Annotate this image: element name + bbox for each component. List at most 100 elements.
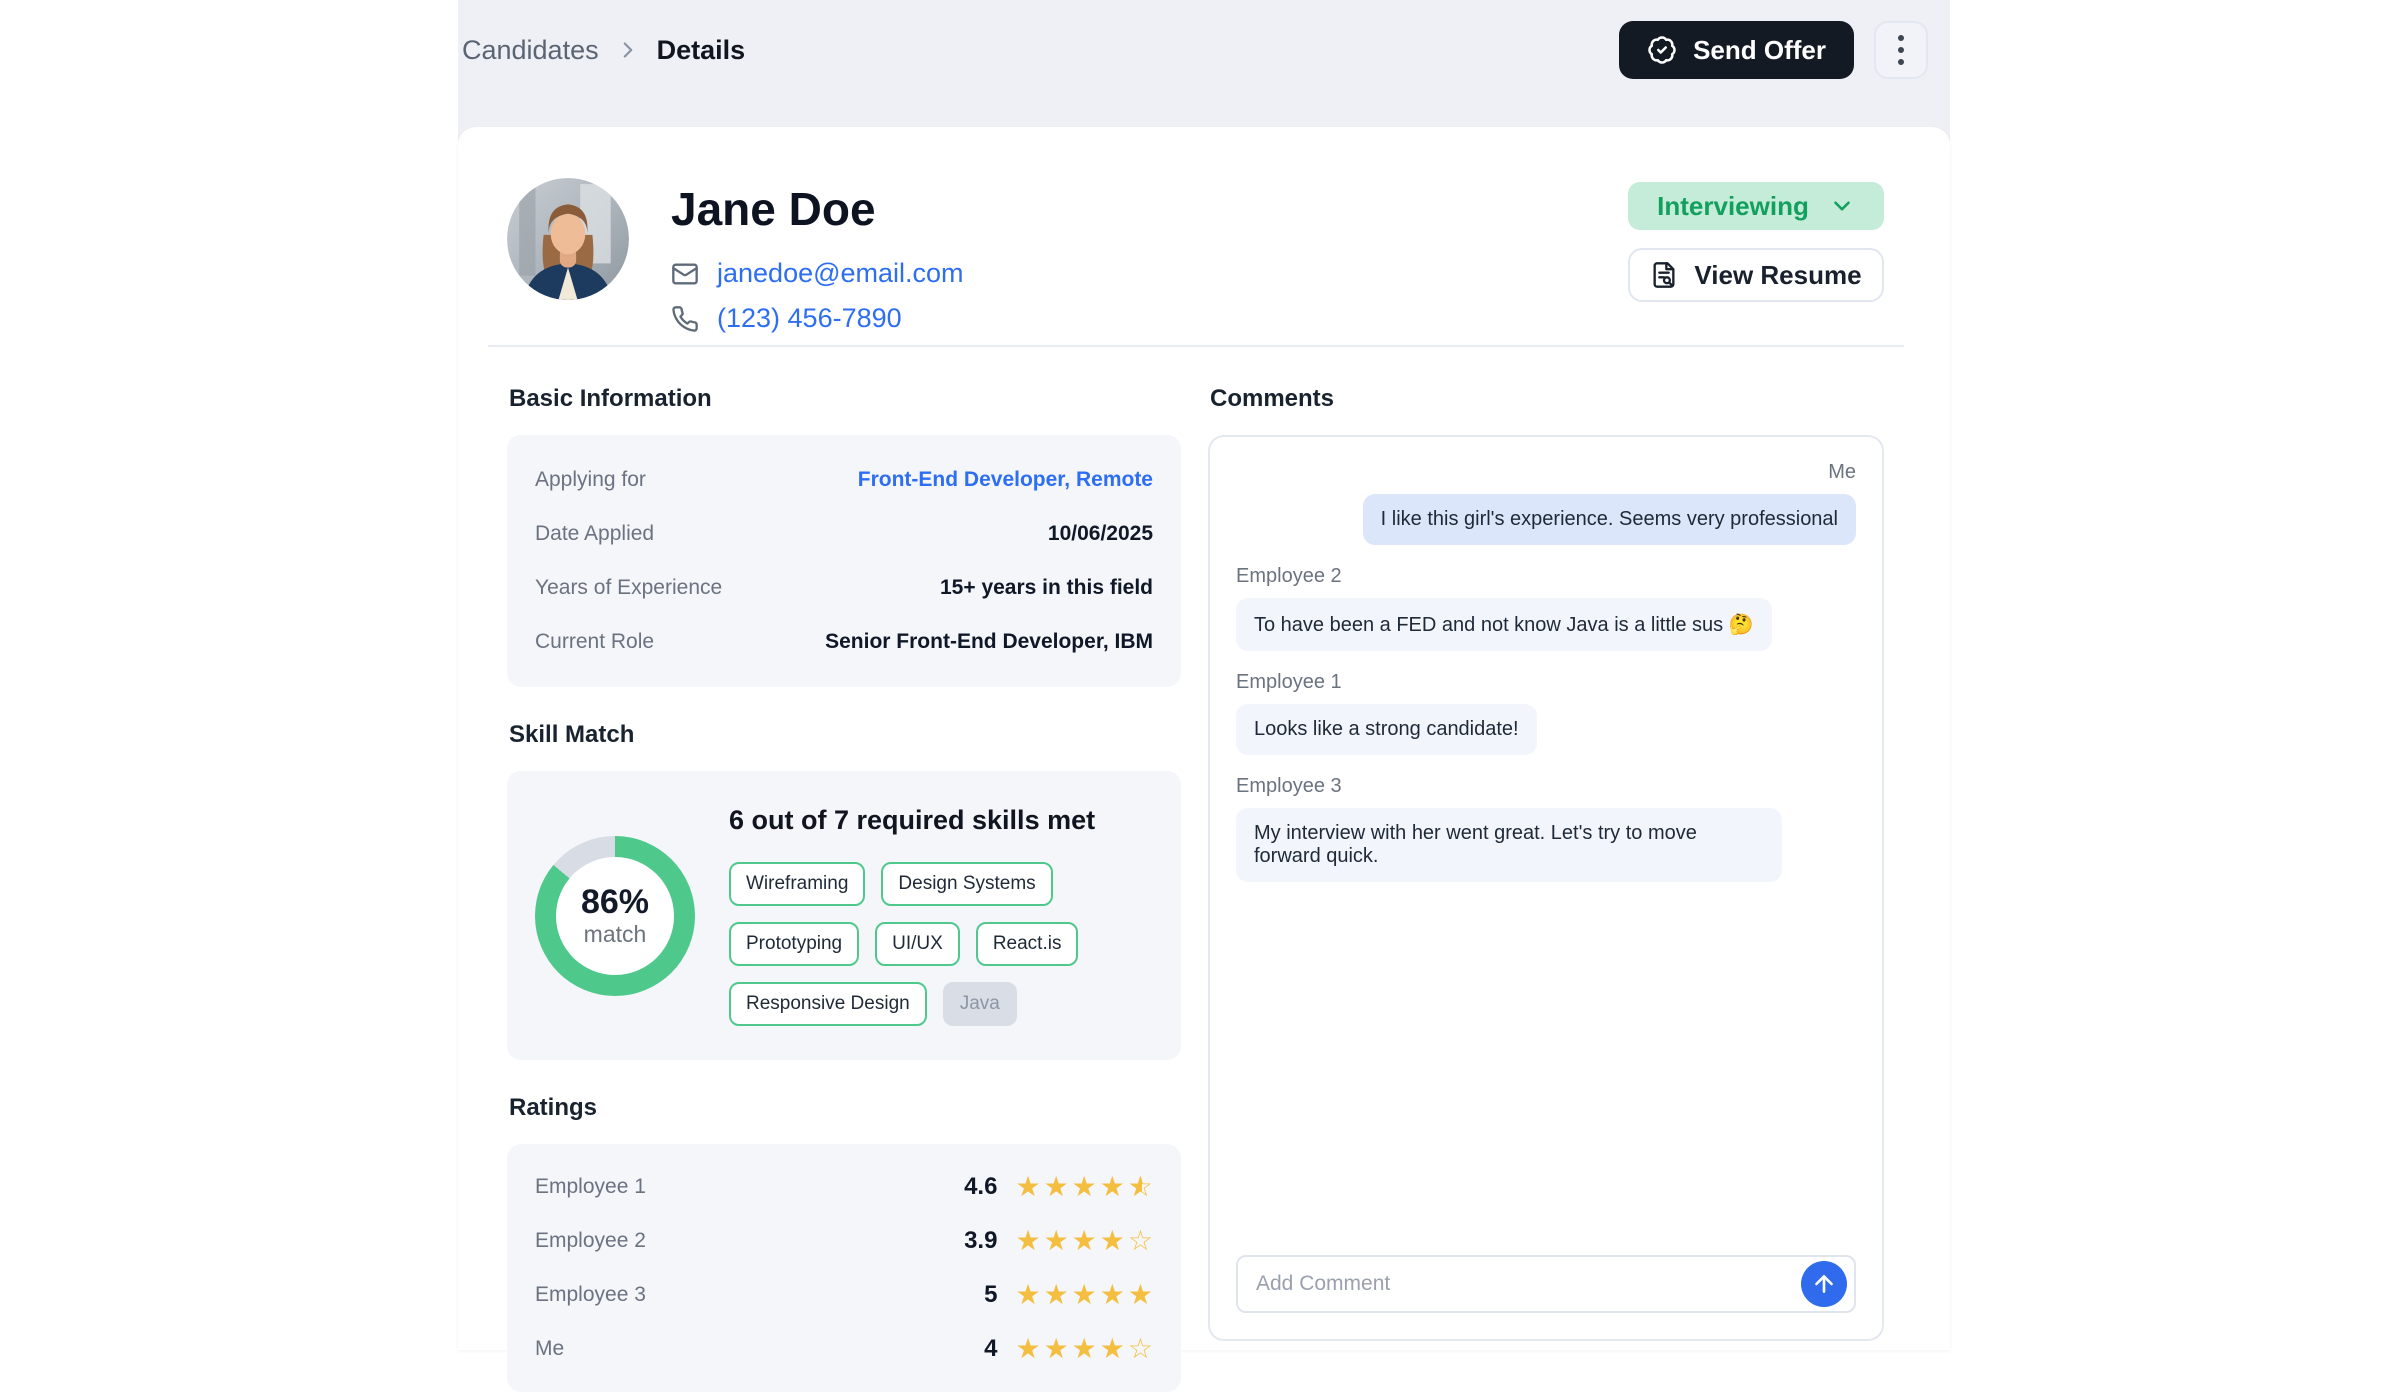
status-label: Interviewing [1657,190,1809,221]
skill-match-card: 86% match 6 out of 7 required skills met… [507,771,1181,1060]
topbar: Candidates Details Send Offer [458,0,1950,100]
full-star-icon[interactable]: ★ [1071,1333,1097,1364]
comments-panel: Me I like this girl's experience. Seems v… [1208,435,1884,1341]
ratings-card: Employee 1 4.6 ★ ★ ★ ★ ☆ ★ Employee 2 3.9 ★ ★ ★ ★ ☆… [507,1144,1181,1392]
status-dropdown[interactable]: Interviewing [1628,182,1884,230]
rating-row-employee-1: Employee 1 4.6 ★ ★ ★ ★ ☆ ★ [535,1171,1153,1202]
full-star-icon[interactable]: ★ [1015,1333,1041,1364]
applying-for-link[interactable]: Front-End Developer, Remote [857,468,1153,491]
half-star-icon: ☆ ★ [1127,1171,1153,1202]
full-star-icon: ★ [1015,1279,1041,1310]
full-star-icon: ★ [1043,1279,1069,1310]
star-rating: ★ ★ ★ ★ ☆ [1015,1227,1153,1255]
phone-icon [671,305,699,333]
full-star-icon: ★ [1043,1225,1069,1256]
breadcrumb-candidates-link[interactable]: Candidates [462,34,599,65]
full-star-icon: ★ [1127,1279,1153,1310]
skill-chip-missing: Java [942,982,1017,1026]
info-row-current-role: Current Role Senior Front-End Developer,… [535,630,1153,653]
kebab-icon [1898,35,1904,41]
skill-match-title: Skill Match [509,721,635,748]
full-star-icon[interactable]: ★ [1099,1333,1125,1364]
comment-author: Employee 1 [1236,671,1342,693]
profile-divider [488,345,1904,347]
topbar-actions: Send Offer [1619,21,1928,79]
add-comment-input[interactable] [1256,1272,1801,1296]
rating-value: 5 [984,1281,998,1308]
comments-messages: Me I like this girl's experience. Seems v… [1236,461,1856,882]
phone-row: (123) 456-7890 [671,303,964,334]
badge-check-icon [1647,35,1677,65]
breadcrumb-current-page: Details [656,34,746,65]
mail-icon [671,260,699,288]
skill-chip: UI/UX [875,922,960,966]
comment-bubble: Looks like a strong candidate! [1236,704,1537,755]
star-rating[interactable]: ★ ★ ★ ★ ☆ [1015,1335,1153,1363]
profile-info: Jane Doe janedoe@email.com (123) 456-789… [671,178,964,348]
view-resume-label: View Resume [1694,259,1862,290]
candidate-name: Jane Doe [671,183,876,235]
candidate-email-link[interactable]: janedoe@email.com [717,258,964,288]
comment-bubble: To have been a FED and not know Java is … [1236,598,1772,651]
comment-author: Me [1828,461,1856,483]
full-star-icon: ★ [1099,1279,1125,1310]
candidate-card: Jane Doe janedoe@email.com (123) 456-789… [458,127,1950,1392]
rating-row-employee-2: Employee 2 3.9 ★ ★ ★ ★ ☆ [535,1225,1153,1256]
more-options-button[interactable] [1874,21,1928,79]
comment-bubble: My interview with her went great. Let's … [1236,808,1782,882]
full-star-icon: ★ [1071,1279,1097,1310]
empty-star-icon: ☆ [1127,1225,1153,1256]
profile-header: Jane Doe janedoe@email.com (123) 456-789… [507,178,964,348]
arrow-up-icon [1811,1271,1837,1297]
view-resume-button[interactable]: View Resume [1628,248,1884,302]
full-star-icon[interactable]: ★ [1043,1333,1069,1364]
info-row-applying-for: Applying for Front-End Developer, Remote [535,468,1153,491]
comment-message: Me I like this girl's experience. Seems v… [1236,461,1856,545]
skill-chip: Prototyping [729,922,860,966]
candidate-avatar [507,178,629,300]
send-offer-label: Send Offer [1693,34,1826,65]
basic-info-card: Applying for Front-End Developer, Remote… [507,435,1181,687]
basic-info-title: Basic Information [509,385,712,412]
skill-chip: Responsive Design [729,982,927,1026]
right-column: Comments Me I like this girl's experience… [1208,385,1884,1341]
skills-met-headline: 6 out of 7 required skills met [729,805,1096,835]
chevron-down-icon [1829,193,1855,219]
star-rating: ★ ★ ★ ★ ☆ ★ [1015,1173,1153,1201]
match-percent: 86% [580,883,650,921]
comment-bubble: I like this girl's experience. Seems ver… [1362,494,1856,545]
file-search-icon [1650,261,1678,289]
send-comment-button[interactable] [1801,1261,1847,1307]
skill-chip: React.is [975,922,1079,966]
candidate-phone-link[interactable]: (123) 456-7890 [717,303,902,333]
match-label: match [583,921,647,947]
email-row: janedoe@email.com [671,258,964,289]
breadcrumb: Candidates Details [462,35,745,66]
full-star-icon: ★ [1071,1171,1097,1202]
rating-value: 4 [984,1335,998,1362]
rating-value: 4.6 [964,1173,998,1200]
comment-message: Employee 2 To have been a FED and not kno… [1236,565,1856,651]
info-row-experience: Years of Experience 15+ years in this fi… [535,576,1153,599]
full-star-icon: ★ [1071,1225,1097,1256]
chevron-right-icon [615,37,641,63]
comment-author: Employee 3 [1236,775,1342,797]
skill-donut: 86% match [535,835,695,996]
rating-value: 3.9 [964,1227,998,1254]
comment-message: Employee 1 Looks like a strong candidate! [1236,671,1856,755]
ratings-title: Ratings [509,1094,598,1121]
full-star-icon: ★ [1099,1171,1125,1202]
rating-row-me: Me 4 ★ ★ ★ ★ ☆ [535,1333,1153,1364]
left-column: Basic Information Applying for Front-End… [507,385,1181,1392]
send-offer-button[interactable]: Send Offer [1619,21,1854,79]
add-comment-bar [1236,1255,1856,1313]
skill-chip: Design Systems [881,862,1053,906]
skill-summary: 6 out of 7 required skills met Wireframi… [729,805,1153,1026]
full-star-icon: ★ [1043,1171,1069,1202]
full-star-icon: ★ [1015,1225,1041,1256]
profile-actions: Interviewing View Resume [1628,182,1884,302]
star-rating: ★ ★ ★ ★ ★ [1015,1281,1153,1309]
empty-star-icon[interactable]: ☆ [1127,1333,1153,1364]
skill-chips: Wireframing Design Systems Prototyping UI/U… [729,862,1153,1026]
rating-row-employee-3: Employee 3 5 ★ ★ ★ ★ ★ [535,1279,1153,1310]
